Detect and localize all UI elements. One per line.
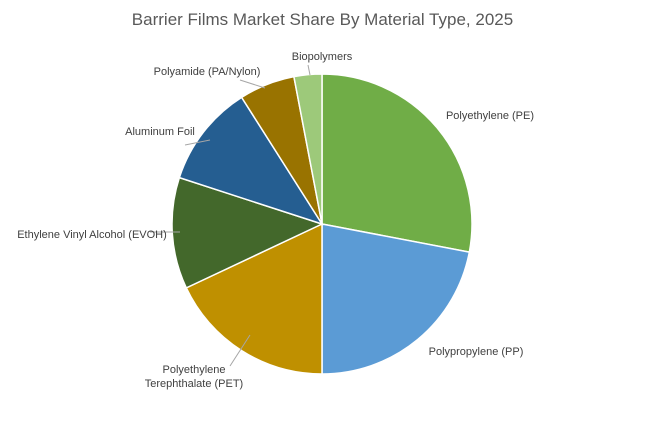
leader-line	[239, 79, 266, 89]
pie-slice	[178, 96, 324, 226]
pie-slice	[171, 176, 325, 289]
pie-slice	[321, 223, 471, 375]
slice-label: Biopolymers	[291, 51, 353, 63]
pie-slice	[185, 222, 323, 375]
leader-line	[184, 139, 211, 146]
chart-title: Barrier Films Market Share By Material T…	[131, 10, 514, 29]
slice-label: Ethylene Vinyl Alcohol (EVOH)	[17, 229, 167, 241]
slice-label: Aluminum Foil	[125, 126, 195, 138]
leader-line	[307, 64, 311, 76]
pie-slice	[293, 73, 323, 225]
slice-label: Polyamide (PA/Nylon)	[153, 66, 261, 78]
slice-label: Polypropylene (PP)	[428, 346, 524, 358]
slice-label: Polyethylene Terephthalate (PET)	[144, 364, 244, 390]
slice-label: Polyethylene (PE)	[445, 110, 535, 122]
pie-slice	[321, 73, 473, 253]
leader-line	[229, 334, 251, 367]
